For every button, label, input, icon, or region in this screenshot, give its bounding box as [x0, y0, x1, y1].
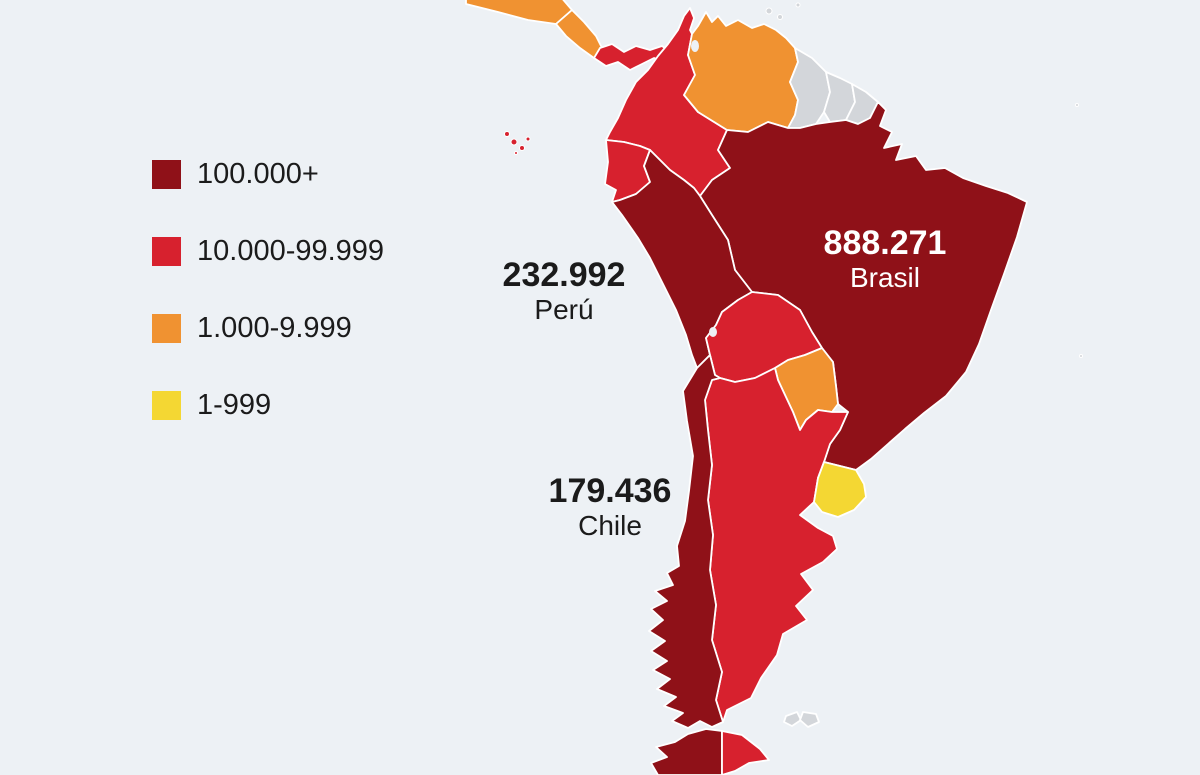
falkland-islands [799, 711, 820, 728]
country-costa-rica [555, 9, 603, 59]
falkland-islands [783, 711, 802, 727]
legend-swatch-10k [152, 237, 181, 266]
galapagos-island-icon [514, 151, 518, 155]
label-peru: 232.992 Perú [503, 256, 626, 326]
label-peru-name: Perú [534, 294, 594, 325]
country-argentina [704, 367, 849, 723]
legend-label-100k: 100.000+ [197, 158, 319, 190]
legend-label-1k: 1.000-9.999 [197, 312, 352, 344]
country-uruguay [813, 461, 867, 518]
galapagos-island-icon [525, 136, 531, 142]
label-chile: 179.436 Chile [549, 472, 672, 542]
label-peru-value: 232.992 [502, 256, 626, 294]
caribbean-island-icon [1075, 103, 1079, 107]
atlantic-island-icon [1079, 354, 1083, 358]
legend-swatch-100k [152, 160, 181, 189]
country-venezuela [683, 11, 799, 133]
country-chile-tierra-del-fuego [650, 728, 723, 775]
trinidad-island-icon [765, 7, 773, 15]
label-brasil: 888.271 Brasil [824, 224, 947, 294]
legend-item-1: 1-999 [152, 391, 384, 420]
label-brasil-value: 888.271 [823, 224, 947, 262]
lake-maracaibo [691, 40, 699, 52]
country-argentina-tierra-del-fuego [721, 730, 770, 775]
label-chile-name: Chile [578, 510, 642, 541]
legend: 100.000+ 10.000-99.999 1.000-9.999 1-999 [152, 160, 384, 468]
legend-item-1k: 1.000-9.999 [152, 314, 384, 343]
country-nicaragua [465, 0, 573, 25]
galapagos-island-icon [504, 131, 510, 137]
galapagos-island-icon [519, 145, 525, 151]
tobago-island-icon [777, 14, 783, 20]
country-chile [648, 354, 724, 729]
legend-label-10k: 10.000-99.999 [197, 235, 385, 267]
legend-swatch-1 [152, 391, 181, 420]
label-brasil-name: Brasil [849, 262, 920, 293]
legend-label-1: 1-999 [197, 389, 272, 421]
legend-swatch-1k [152, 314, 181, 343]
legend-item-100k: 100.000+ [152, 160, 384, 189]
lake-titicaca [709, 327, 717, 337]
caribbean-island-icon [795, 2, 801, 8]
legend-item-10k: 10.000-99.999 [152, 237, 384, 266]
label-chile-value: 179.436 [548, 472, 672, 510]
galapagos-island-icon [510, 138, 518, 146]
